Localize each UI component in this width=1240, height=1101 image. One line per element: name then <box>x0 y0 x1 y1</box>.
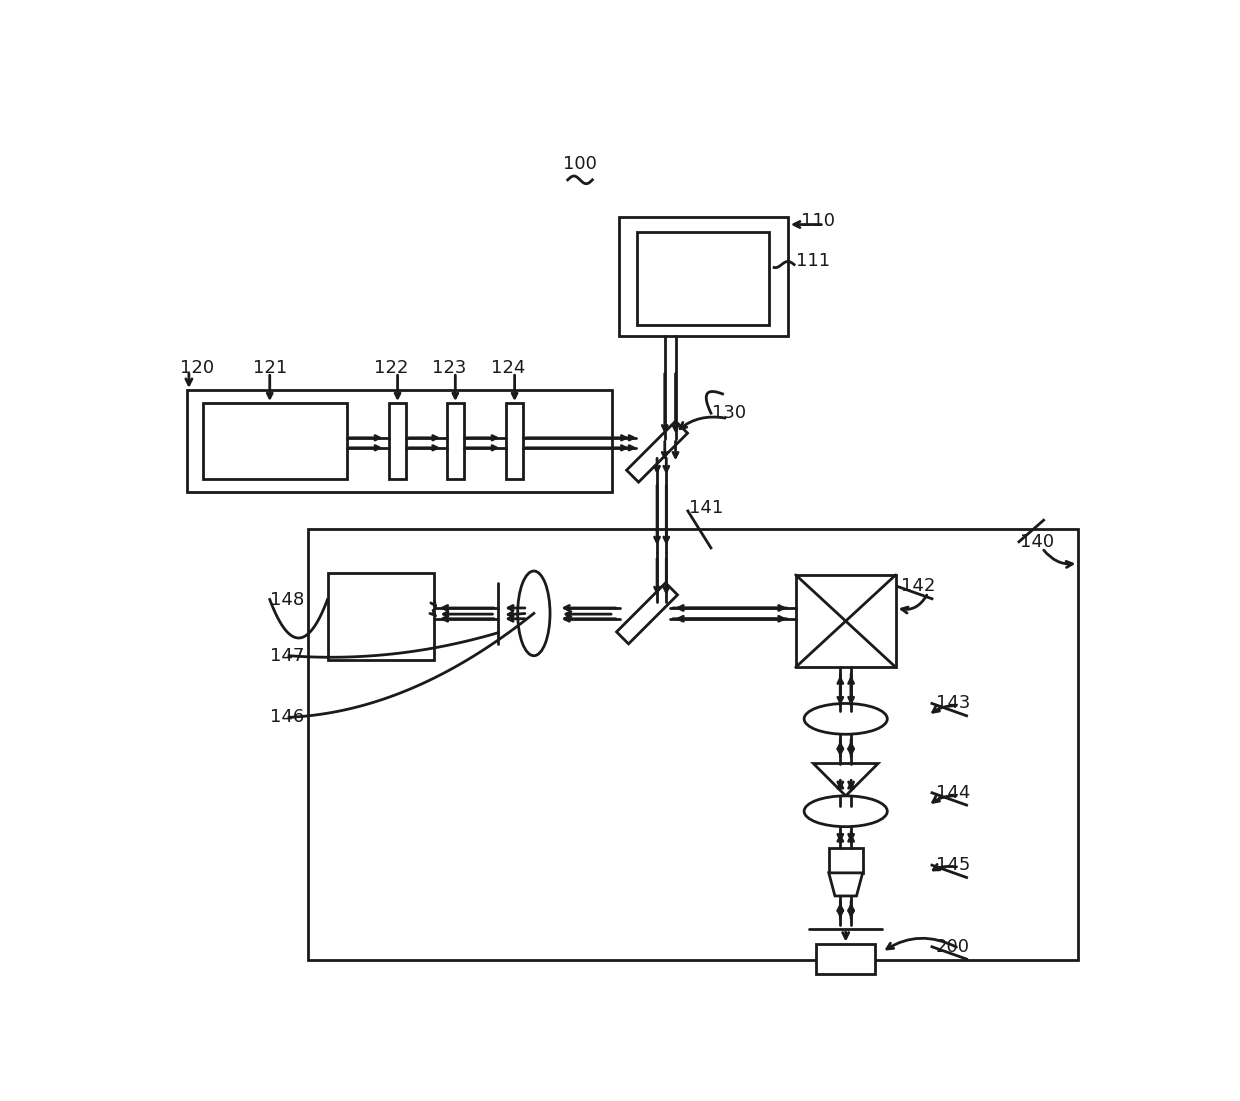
Text: 110: 110 <box>801 211 835 230</box>
Ellipse shape <box>517 571 551 656</box>
Bar <box>637 232 770 325</box>
Bar <box>446 403 464 479</box>
Bar <box>816 945 875 973</box>
Text: 143: 143 <box>936 695 970 712</box>
Text: 148: 148 <box>270 590 304 609</box>
Polygon shape <box>828 873 863 896</box>
Text: 120: 120 <box>180 359 213 377</box>
Bar <box>309 528 1079 960</box>
Text: 145: 145 <box>936 857 970 874</box>
Text: 200: 200 <box>936 938 970 956</box>
Text: 146: 146 <box>270 708 304 727</box>
Polygon shape <box>813 763 878 796</box>
Polygon shape <box>616 582 677 644</box>
Bar <box>389 403 405 479</box>
Ellipse shape <box>804 796 888 827</box>
Text: 142: 142 <box>901 577 935 596</box>
Text: 122: 122 <box>374 359 409 377</box>
Text: 141: 141 <box>689 499 724 516</box>
Text: 111: 111 <box>796 252 830 271</box>
Bar <box>828 848 863 873</box>
Polygon shape <box>626 422 687 482</box>
Ellipse shape <box>804 704 888 734</box>
Bar <box>619 217 787 336</box>
Text: 130: 130 <box>713 404 746 422</box>
Bar <box>203 403 347 479</box>
Text: 123: 123 <box>432 359 466 377</box>
Text: 144: 144 <box>936 784 970 802</box>
Text: 147: 147 <box>270 646 304 665</box>
Bar <box>187 390 613 492</box>
Bar <box>796 575 895 667</box>
Text: 124: 124 <box>491 359 526 377</box>
Text: 140: 140 <box>1021 533 1055 550</box>
Bar <box>327 574 434 659</box>
Text: 121: 121 <box>253 359 286 377</box>
Text: 100: 100 <box>563 155 596 174</box>
Bar <box>506 403 523 479</box>
